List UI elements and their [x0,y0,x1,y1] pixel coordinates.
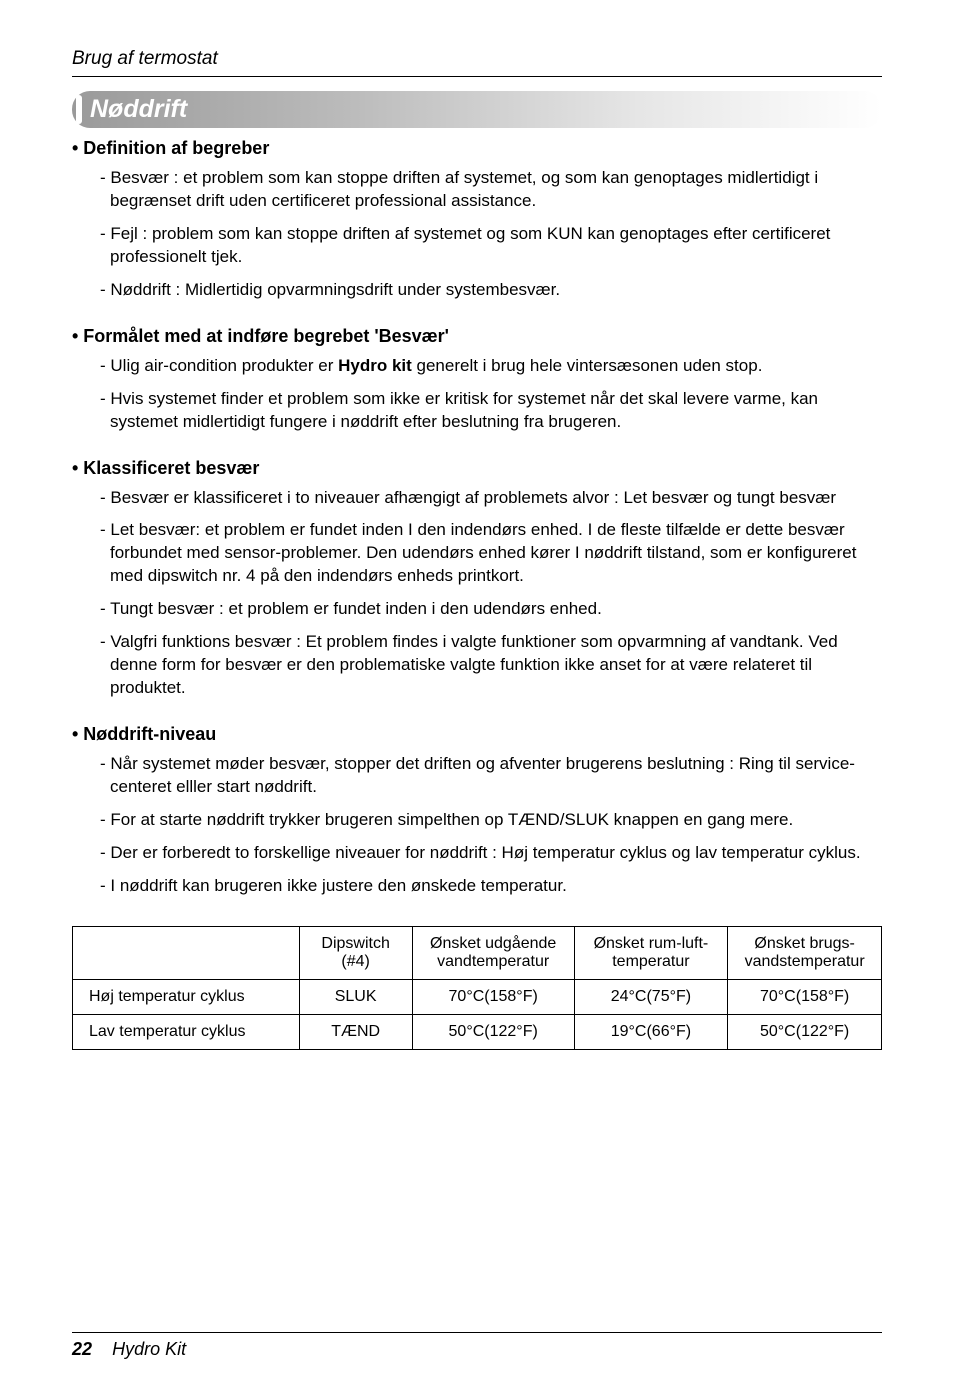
bullet-heading: • Formålet med at indføre begrebet 'Besv… [72,326,882,347]
table-cell: Høj temperatur cyklus [73,979,300,1014]
table-cell: 50°C(122°F) [728,1014,882,1049]
body-line: - I nøddrift kan brugeren ikke justere d… [100,875,878,898]
section-pill: Nøddrift [72,91,882,128]
body-line: - For at starte nøddrift trykker brugere… [100,809,878,832]
body-line: - Ulig air-condition produkter er Hydro … [100,355,878,378]
bullet-heading: • Definition af begreber [72,138,882,159]
body-line: - Hvis systemet finder et problem som ik… [100,388,878,434]
book-title: Hydro Kit [112,1339,186,1359]
body-line: - Når systemet møder besvær, stopper det… [100,753,878,799]
body-line: - Let besvær: et problem er fundet inden… [100,519,878,588]
table-cell: 50°C(122°F) [412,1014,574,1049]
table-cell: 70°C(158°F) [412,979,574,1014]
table-header [73,926,300,979]
table-header: Ønsket rum-luft-temperatur [574,926,728,979]
table-header: Dipswitch(#4) [299,926,412,979]
table-cell: TÆND [299,1014,412,1049]
body-line: - Besvær : et problem som kan stoppe dri… [100,167,878,213]
table-header: Ønsket udgåendevandtemperatur [412,926,574,979]
section-title: Nøddrift [88,95,187,123]
body-line: - Fejl : problem som kan stoppe driften … [100,223,878,269]
table-cell: SLUK [299,979,412,1014]
body-line: - Nøddrift : Midlertidig opvarmningsdrif… [100,279,878,302]
bullet-heading: • Klassificeret besvær [72,458,882,479]
table-cell: 24°C(75°F) [574,979,728,1014]
page-footer: 22 Hydro Kit [72,1332,882,1360]
running-head: Brug af termostat [72,48,218,69]
body-line: - Tungt besvær : et problem er fundet in… [100,598,878,621]
emergency-table: Dipswitch(#4)Ønsket udgåendevandtemperat… [72,926,882,1050]
body-line: - Besvær er klassificeret i to niveauer … [100,487,878,510]
table-cell: 70°C(158°F) [728,979,882,1014]
table-header: Ønsket brugs-vandstemperatur [728,926,882,979]
bullet-heading: • Nøddrift-niveau [72,724,882,745]
table-cell: Lav temperatur cyklus [73,1014,300,1049]
body-line: - Valgfri funktions besvær : Et problem … [100,631,878,700]
page-number: 22 [72,1339,92,1359]
table-cell: 19°C(66°F) [574,1014,728,1049]
body-line: - Der er forberedt to forskellige niveau… [100,842,878,865]
